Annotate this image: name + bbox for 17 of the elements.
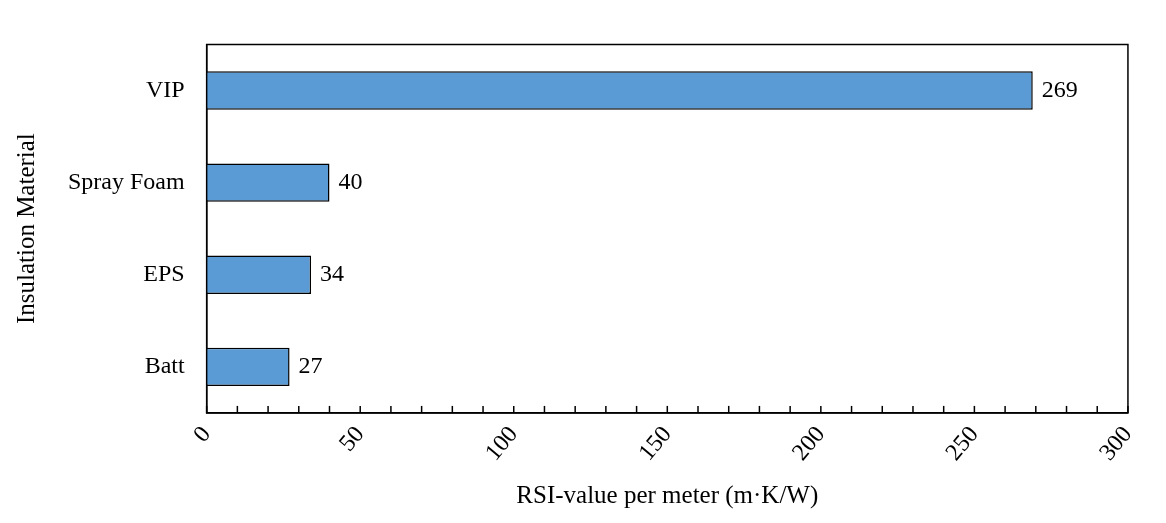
data-label: 40 (338, 167, 363, 194)
x-tick-label: 300 (1093, 420, 1137, 465)
data-label: 34 (320, 260, 345, 287)
y-axis-title: Insulation Material (11, 133, 39, 325)
x-tick-label: 50 (333, 420, 369, 456)
data-label: 27 (298, 352, 323, 379)
x-tick-label: 200 (786, 420, 830, 465)
x-tick-label: 150 (632, 420, 676, 465)
y-tick-label: Spray Foam (67, 167, 185, 194)
x-axis-title: RSI-value per meter (m·K/W) (516, 480, 819, 509)
y-tick-label: Batt (144, 352, 185, 379)
data-label: 269 (1041, 75, 1078, 102)
y-tick-label: VIP (145, 75, 185, 102)
y-tick-label: EPS (143, 260, 185, 287)
x-tick-label: 100 (479, 420, 523, 465)
x-tick-label: 0 (187, 420, 216, 447)
x-tick-label: 250 (940, 420, 984, 465)
